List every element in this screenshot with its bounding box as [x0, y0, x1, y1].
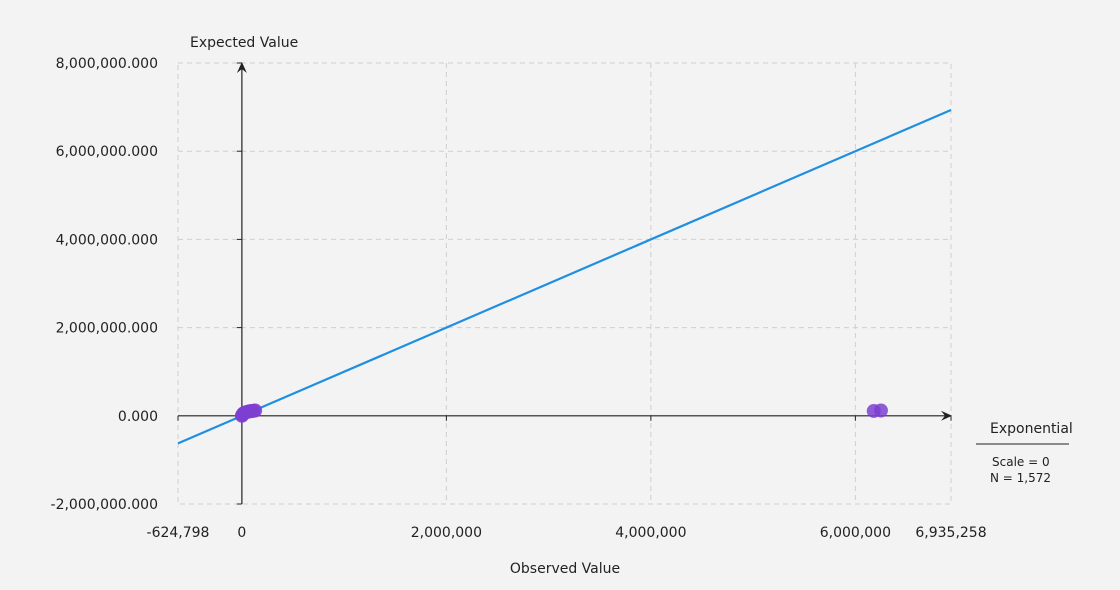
data-point: [248, 403, 263, 418]
x-tick-label: 6,935,258: [915, 525, 986, 541]
axes: [177, 62, 952, 505]
y-tick-label: 6,000,000.000: [56, 144, 158, 160]
x-tick-label: 4,000,000: [615, 525, 686, 541]
grid-lines: [177, 62, 952, 505]
x-axis-title: Observed Value: [510, 561, 620, 577]
y-tick-label: 8,000,000.000: [56, 56, 158, 72]
legend: Exponential Scale = 0 N = 1,572: [976, 421, 1073, 485]
y-tick-label: -2,000,000.000: [51, 497, 158, 513]
x-axis-arrow: [941, 410, 952, 421]
data-point: [873, 403, 888, 418]
reference-line-layer: [177, 108, 952, 445]
tick-labels: -624,798 0 2,000,000 4,000,000 6,000,000 6,93…: [51, 56, 987, 541]
y-tick-label: 0.000: [118, 409, 158, 425]
x-tick-label: 0: [237, 525, 246, 541]
legend-title: Exponential: [990, 421, 1073, 437]
y-axis-arrow: [236, 62, 247, 73]
y-tick-label: 2,000,000.000: [56, 321, 158, 337]
plot-border: [177, 62, 952, 505]
reference-line: [177, 108, 952, 445]
legend-scale: Scale = 0: [992, 455, 1050, 469]
x-tick-label: 2,000,000: [411, 525, 482, 541]
x-tick-label: 6,000,000: [820, 525, 891, 541]
points-layer: [234, 403, 888, 423]
y-axis-title: Expected Value: [190, 35, 298, 51]
y-tick-label: 4,000,000.000: [56, 232, 158, 248]
legend-count: N = 1,572: [990, 471, 1051, 485]
x-tick-label: -624,798: [147, 525, 210, 541]
